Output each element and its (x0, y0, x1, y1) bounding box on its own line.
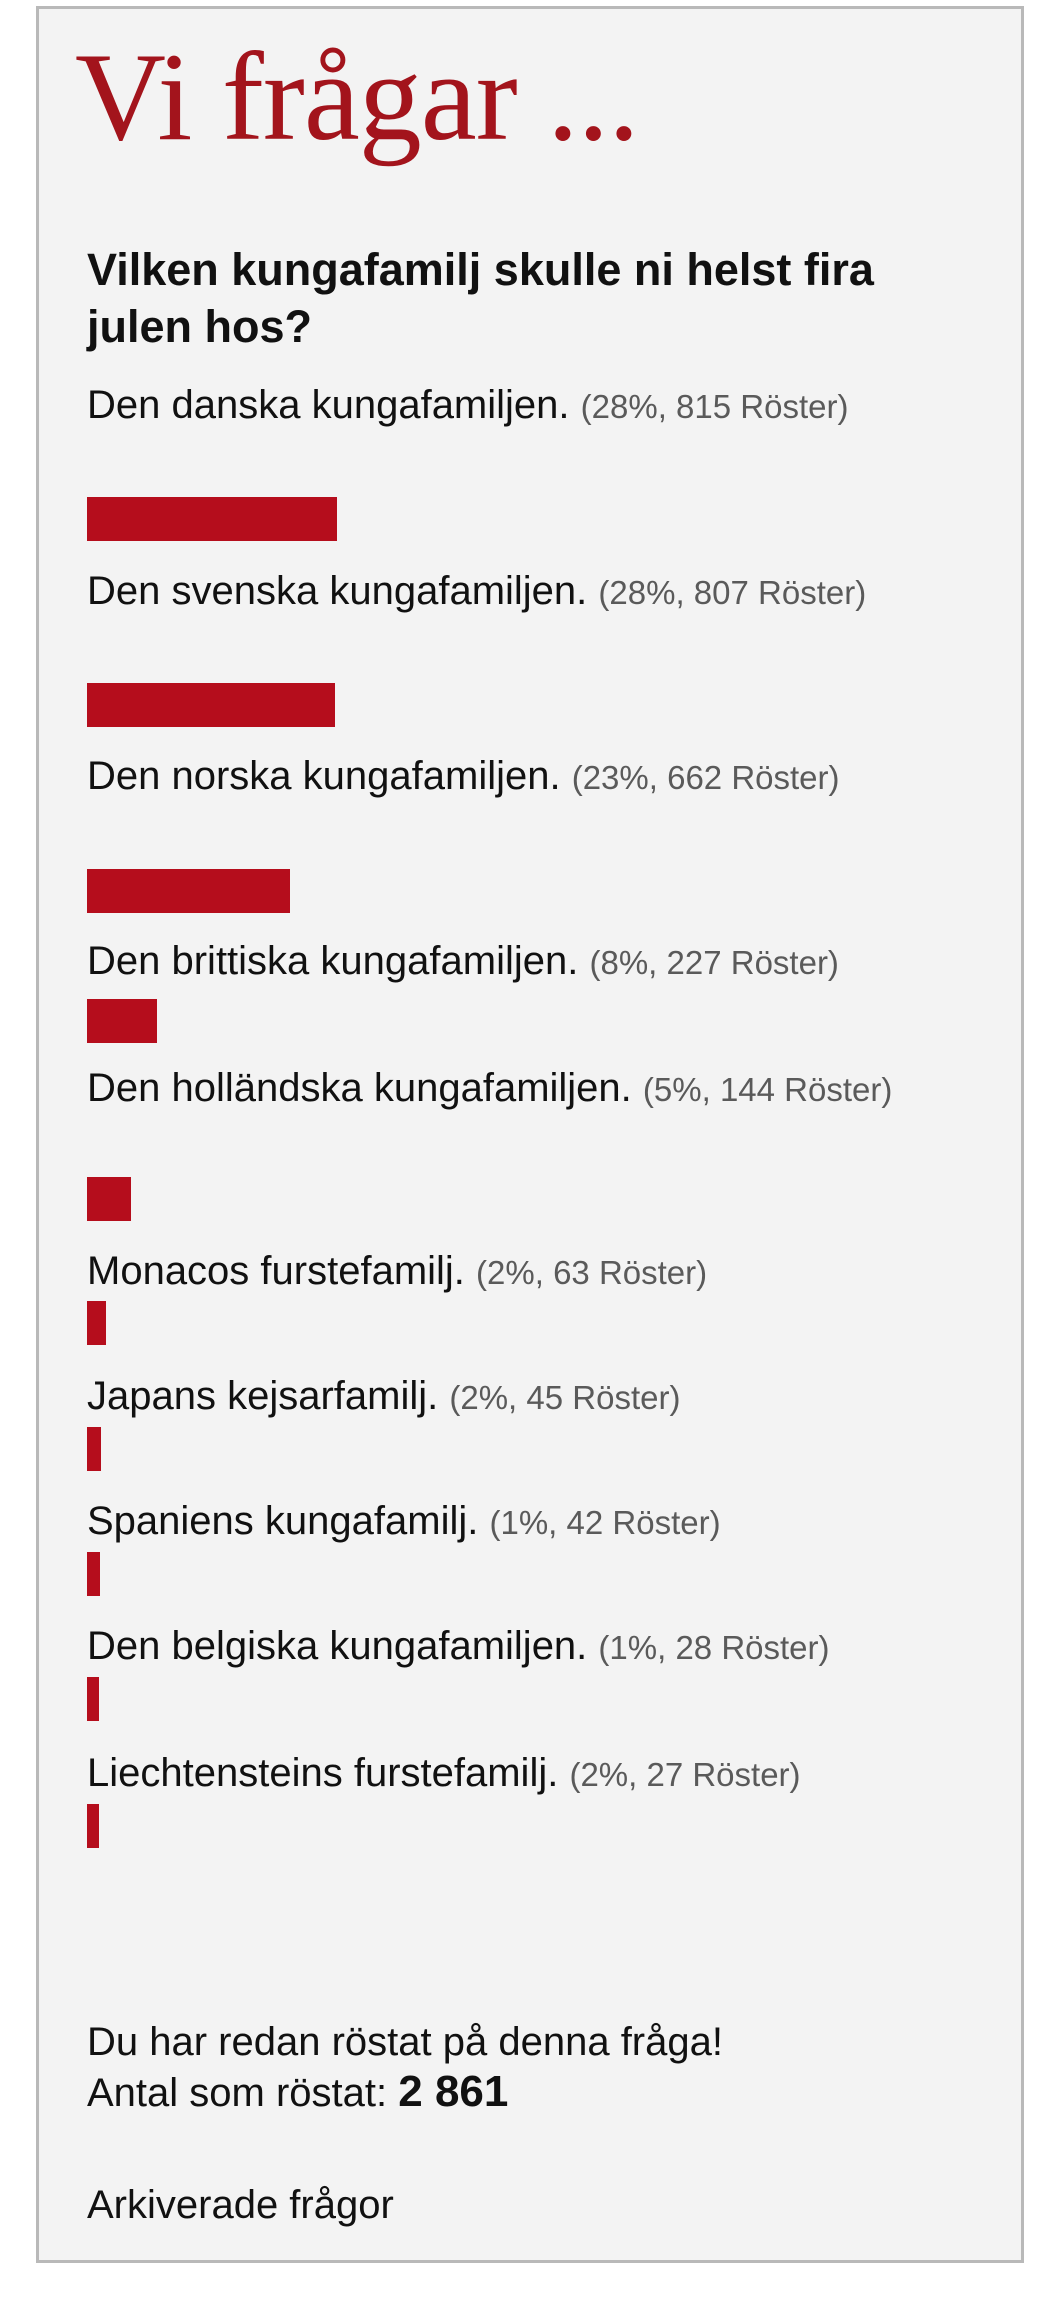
poll-option: Monacos furstefamilj. (2%, 63 Röster) (87, 1237, 907, 1307)
poll-result-bar (87, 497, 337, 541)
poll-result-bar (87, 1677, 99, 1721)
poll-option-stats: (5%, 144 Röster) (642, 1071, 893, 1108)
total-votes-label: Antal som röstat: (87, 2071, 388, 2115)
poll-result-bar (87, 1552, 100, 1596)
poll-option-stats: (2%, 63 Röster) (476, 1254, 708, 1291)
archived-questions-link[interactable]: Arkiverade frågor (87, 2183, 394, 2227)
poll-result-bar (87, 683, 335, 727)
poll-option-label: Den holländska kungafamiljen. (87, 1066, 632, 1110)
poll-option-stats: (2%, 27 Röster) (569, 1756, 801, 1793)
poll-footer: Du har redan röstat på denna fråga! Anta… (87, 2017, 723, 2118)
poll-option-stats: (28%, 807 Röster) (598, 574, 867, 611)
poll-result-bar (87, 869, 290, 913)
poll-option-stats: (2%, 45 Röster) (449, 1379, 681, 1416)
poll-option-stats: (23%, 662 Röster) (571, 759, 840, 796)
total-votes-row: Antal som röstat: 2 861 (87, 2067, 723, 2118)
poll-option-label: Japans kejsarfamilj. (87, 1374, 439, 1418)
poll-option: Japans kejsarfamilj. (2%, 45 Röster) (87, 1362, 907, 1432)
poll-option-stats: (1%, 42 Röster) (489, 1504, 721, 1541)
poll-result-bar (87, 1301, 106, 1345)
poll-option: Spaniens kungafamilj. (1%, 42 Röster) (87, 1487, 907, 1557)
poll-option-label: Spaniens kungafamilj. (87, 1499, 479, 1543)
poll-option-stats: (1%, 28 Röster) (598, 1629, 830, 1666)
poll-option-label: Den brittiska kungafamiljen. (87, 939, 579, 983)
poll-option-label: Monacos furstefamilj. (87, 1249, 465, 1293)
poll-option-label: Liechtensteins furstefamilj. (87, 1751, 559, 1795)
poll-option: Liechtensteins furstefamilj. (2%, 27 Rös… (87, 1739, 907, 1809)
poll-option: Den brittiska kungafamiljen. (8%, 227 Rö… (87, 927, 1047, 997)
poll-option-label: Den belgiska kungafamiljen. (87, 1624, 588, 1668)
poll-result-bar (87, 1427, 101, 1471)
poll-option-label: Den svenska kungafamiljen. (87, 569, 588, 613)
poll-option-stats: (28%, 815 Röster) (580, 388, 849, 425)
poll-option-label: Den danska kungafamiljen. (87, 383, 570, 427)
already-voted-message: Du har redan röstat på denna fråga! (87, 2020, 723, 2064)
poll-result-bar (87, 999, 157, 1043)
poll-option: Den svenska kungafamiljen. (28%, 807 Rös… (87, 557, 907, 627)
total-votes-value: 2 861 (398, 2067, 509, 2116)
poll-result-bar (87, 1177, 131, 1221)
poll-option: Den belgiska kungafamiljen. (1%, 28 Röst… (87, 1612, 1047, 1682)
poll-widget: Vi frågar ... Vilken kungafamilj skulle … (36, 6, 1024, 2263)
poll-option: Den norska kungafamiljen. (23%, 662 Röst… (87, 742, 907, 812)
poll-option-label: Den norska kungafamiljen. (87, 754, 561, 798)
poll-result-bar (87, 1804, 99, 1848)
poll-option: Den danska kungafamiljen. (28%, 815 Röst… (87, 371, 907, 441)
poll-question: Vilken kungafamilj skulle ni helst fira … (87, 244, 874, 352)
poll-option-stats: (8%, 227 Röster) (589, 944, 839, 981)
poll-option: Den holländska kungafamiljen. (5%, 144 R… (87, 1054, 907, 1124)
poll-title: Vi frågar ... (75, 28, 640, 167)
